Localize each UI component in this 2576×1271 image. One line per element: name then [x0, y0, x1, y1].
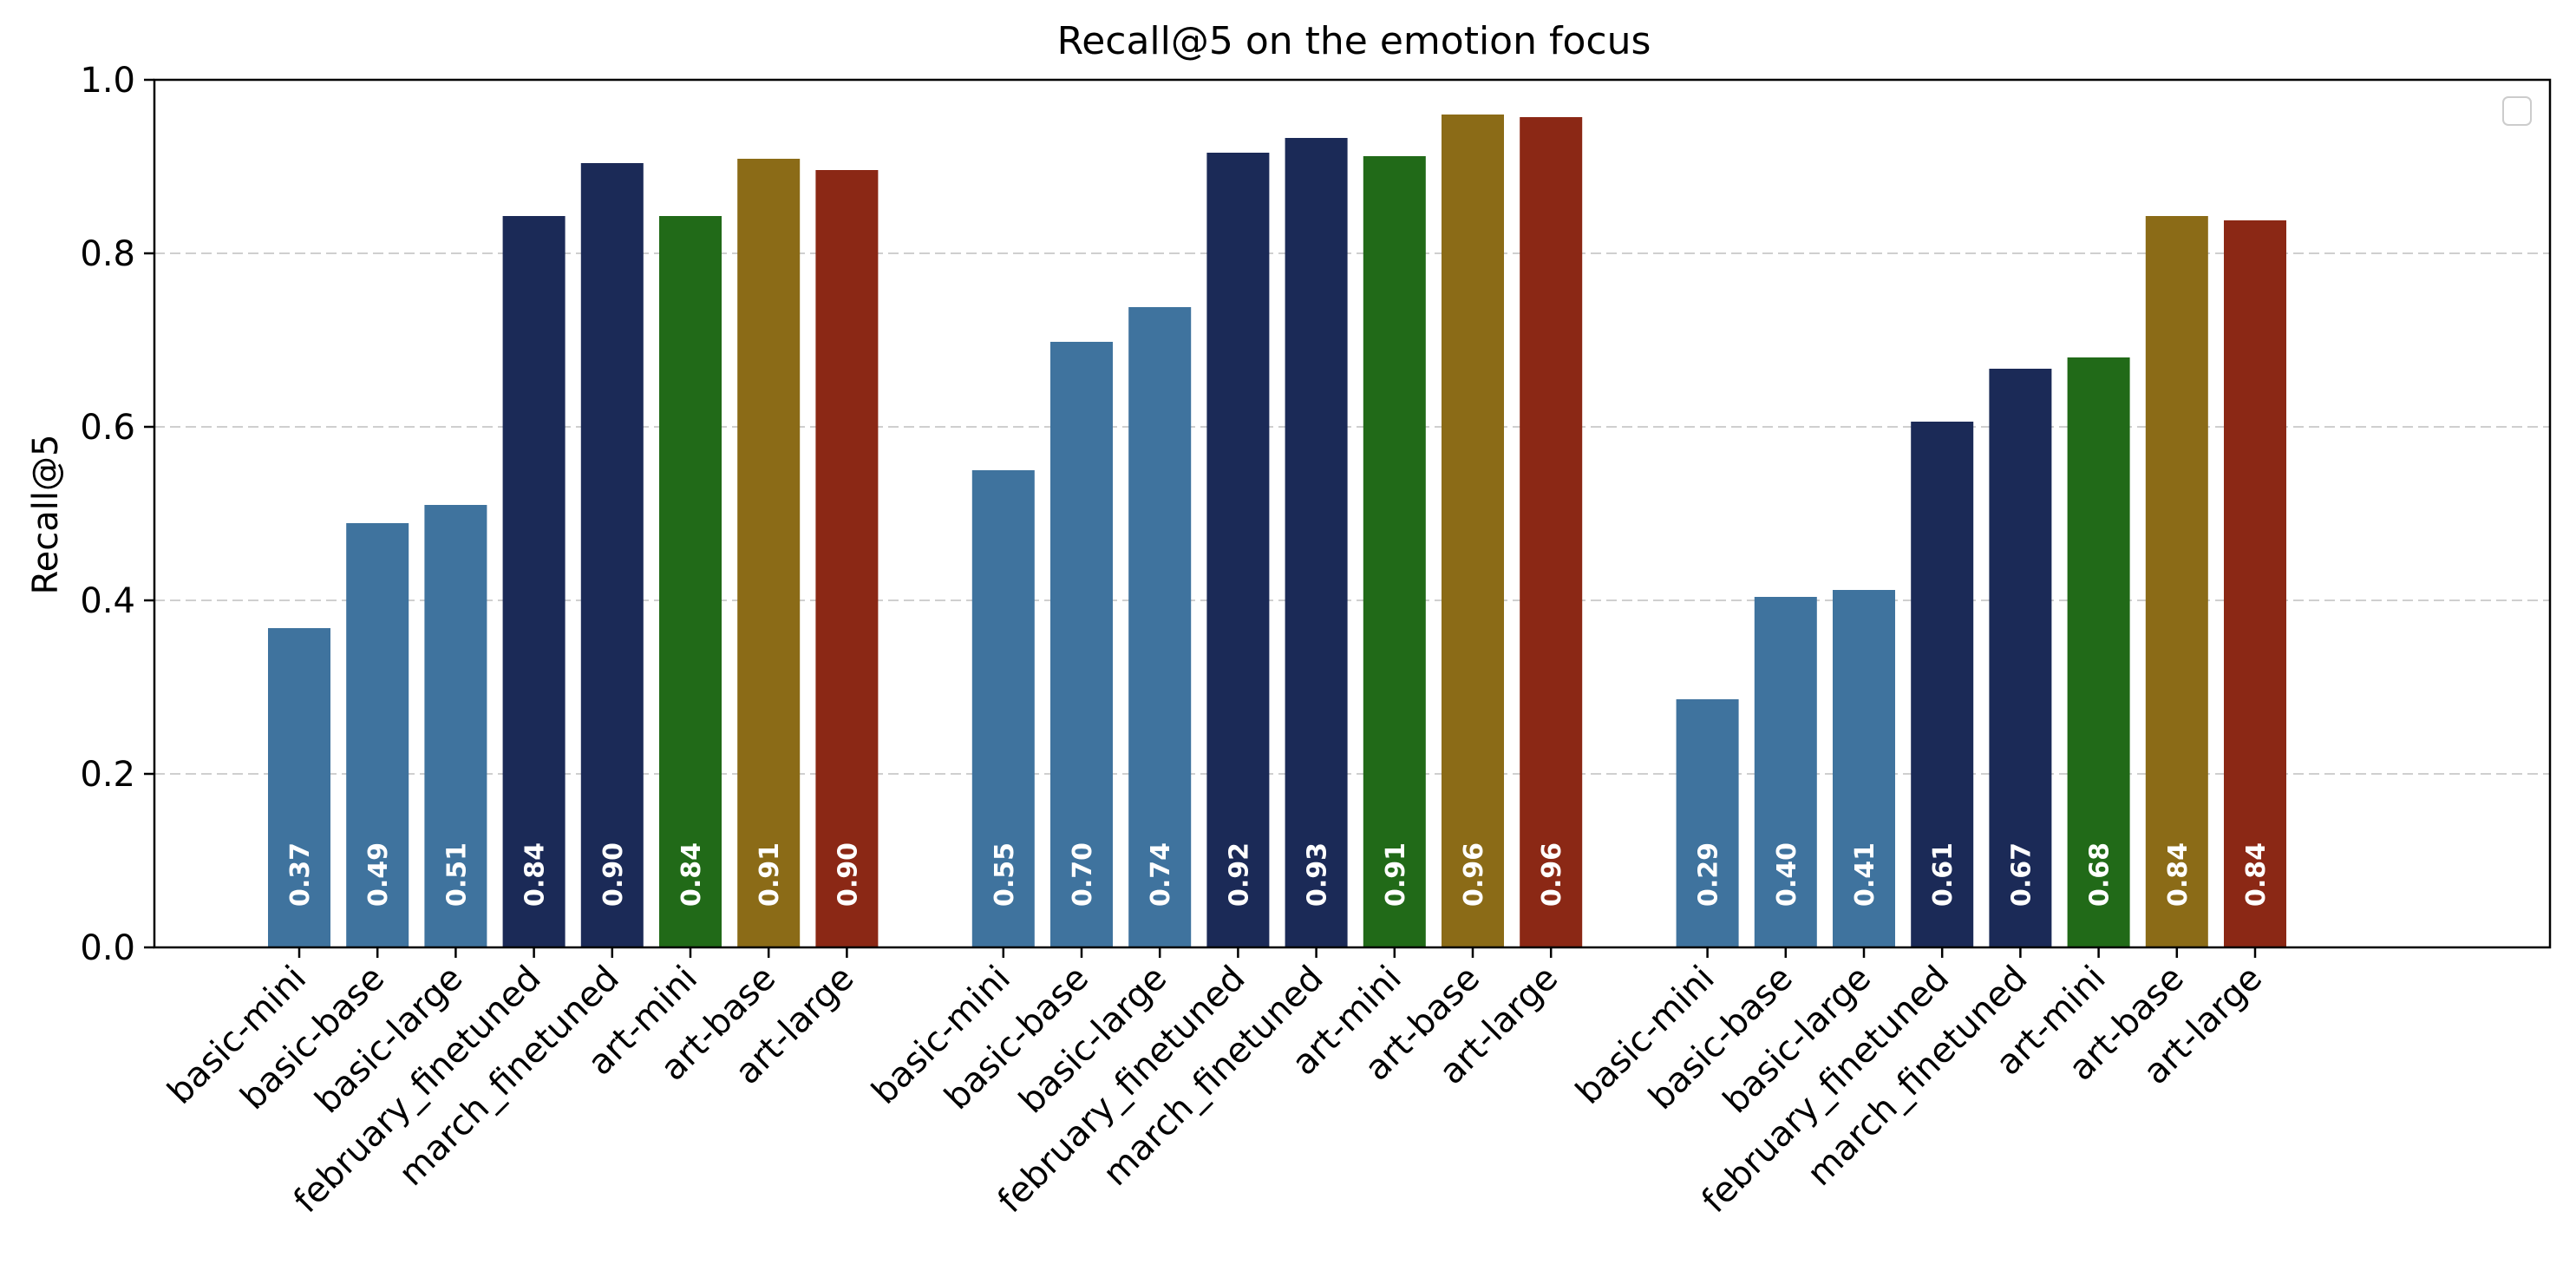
bar	[815, 170, 879, 947]
bar	[1676, 699, 1739, 947]
y-tick-label: 0.8	[80, 234, 135, 274]
bar	[268, 628, 330, 947]
y-tick-label: 0.0	[80, 928, 135, 968]
bar	[2067, 357, 2130, 947]
bar-value-label: 0.84	[2163, 842, 2194, 907]
y-tick-label: 0.4	[80, 581, 135, 621]
bar-value-label: 0.55	[990, 842, 1020, 907]
y-axis-label: Recall@5	[26, 435, 66, 595]
y-tick-label: 1.0	[80, 61, 135, 101]
bar-value-label: 0.93	[1303, 842, 1333, 907]
bar-value-label: 0.96	[1459, 842, 1489, 907]
bar	[1911, 422, 1974, 947]
bar-value-label: 0.68	[2085, 842, 2115, 907]
bar	[971, 470, 1035, 947]
bar	[1128, 307, 1192, 947]
bar	[1206, 153, 1270, 947]
plot-frame	[153, 78, 2552, 949]
bar-value-label: 0.41	[1850, 842, 1880, 907]
bar-value-label: 0.51	[441, 842, 472, 907]
bar-value-label: 0.84	[520, 842, 551, 907]
bar-value-label: 0.40	[1772, 842, 1802, 907]
bar-value-label: 0.91	[1381, 842, 1411, 907]
bar-value-label: 0.70	[1068, 842, 1098, 907]
bar	[737, 159, 801, 947]
bar	[1754, 597, 1817, 947]
y-tick-label: 0.2	[80, 755, 135, 795]
bar	[2145, 216, 2208, 947]
bar	[659, 216, 722, 947]
chart-title: Recall@5 on the emotion focus	[1057, 19, 1651, 63]
bar-value-label: 0.37	[285, 842, 316, 907]
bar	[1050, 342, 1113, 947]
bar-value-label: 0.84	[2241, 842, 2272, 907]
bar-value-label: 0.74	[1146, 842, 1176, 907]
bar-value-label: 0.92	[1224, 842, 1254, 907]
bar-value-label: 0.90	[833, 842, 863, 907]
bar-value-label: 0.84	[677, 842, 707, 907]
bar	[424, 505, 487, 947]
bar	[502, 216, 566, 947]
bar-value-label: 0.90	[598, 842, 629, 907]
bar-value-label: 0.29	[1694, 842, 1724, 907]
bar-value-label: 0.96	[1537, 842, 1567, 907]
bar	[1989, 369, 2052, 947]
bar	[1520, 117, 1583, 947]
bar	[2224, 220, 2286, 947]
bar-value-label: 0.91	[755, 842, 785, 907]
bar-value-label: 0.67	[2006, 842, 2037, 907]
y-tick-label: 0.6	[80, 408, 135, 448]
bar	[1833, 590, 1895, 947]
bar	[1363, 156, 1426, 947]
bar	[580, 163, 644, 947]
bars: 0.37 0.49 0.51 0.84 0.90 0.84 0.91 0.90 0.55 0.70…	[268, 115, 2286, 947]
legend-box	[2502, 96, 2532, 126]
bar	[1442, 115, 1504, 947]
bar-value-label: 0.49	[363, 842, 394, 907]
bar-value-label: 0.61	[1928, 842, 1958, 907]
bar	[1285, 138, 1348, 947]
bar	[346, 523, 409, 947]
